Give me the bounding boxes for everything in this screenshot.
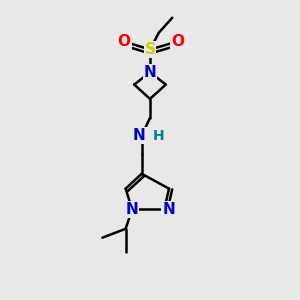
Text: N: N [126,202,139,217]
Text: N: N [133,128,146,143]
Text: H: H [153,129,165,143]
Text: O: O [118,34,130,49]
Text: N: N [162,202,175,217]
Text: S: S [145,42,155,57]
Text: N: N [144,64,156,80]
Text: O: O [171,34,184,49]
